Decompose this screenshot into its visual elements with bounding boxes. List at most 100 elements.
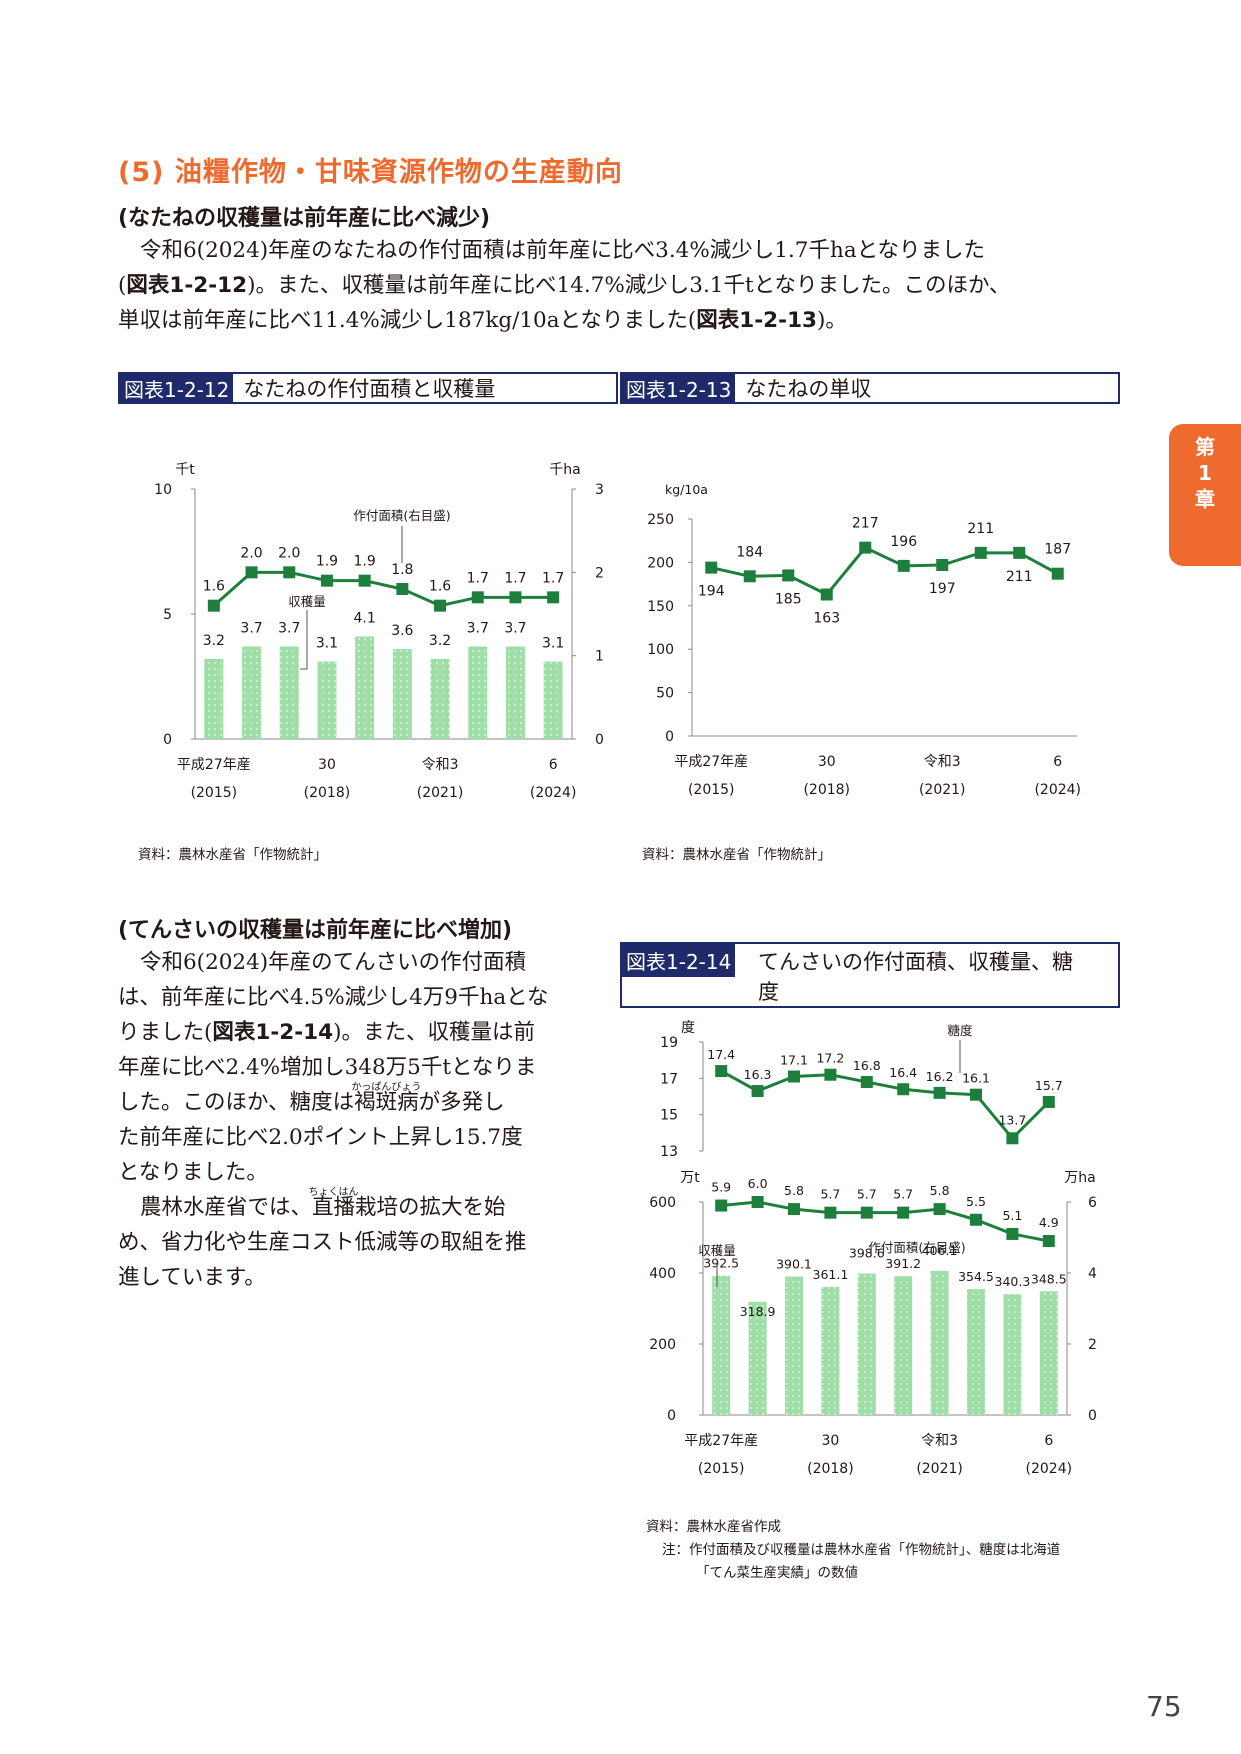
bar <box>967 1289 985 1415</box>
line-value-label: 4.9 <box>1039 1215 1059 1230</box>
x-tick-label: 6 <box>1053 754 1062 770</box>
figure-14-note: 注：作付面積及び収穫量は農林水産省「作物統計」、糖度は北海道 <box>662 1542 1061 1558</box>
series-label: 収穫量 <box>698 1243 736 1258</box>
bar <box>242 646 262 739</box>
figure-14-source: 資料：農林水産省作成 <box>646 1519 781 1535</box>
line-marker <box>434 599 447 612</box>
figure-12-number: 図表1-2-12 <box>120 374 234 402</box>
text-span: 単収は前年産に比べ11.4%減少し187kg/10aとなりました( <box>118 308 697 333</box>
x-tick-label: 令和3 <box>422 757 459 773</box>
ruby-reading: かっぱんびょう <box>351 1082 422 1093</box>
bar <box>468 646 488 739</box>
left-axis-unit: 千t <box>175 462 195 478</box>
line-marker <box>782 569 795 582</box>
line-marker <box>358 574 371 587</box>
line-value-label: 16.3 <box>744 1067 772 1082</box>
figure-ref-link[interactable]: 図表1-2-14 <box>212 1020 334 1045</box>
right-tick-label: 0 <box>1088 1408 1097 1424</box>
line-marker <box>320 574 333 587</box>
line-value-label: 2.0 <box>278 545 300 561</box>
line-value-label: 15.7 <box>1035 1078 1063 1093</box>
x-tick-label: (2018) <box>803 782 850 798</box>
y-tick-label: 200 <box>647 555 674 571</box>
line-value-label: 5.5 <box>966 1194 986 1209</box>
rapeseed-para-line: 単収は前年産に比べ11.4%減少し187kg/10aとなりました(図表1-2-1… <box>118 303 847 338</box>
x-tick-label: 平成27年産 <box>684 1433 758 1449</box>
rapeseed-para-line: (図表1-2-12)。また、収穫量は前年産に比べ14.7%減少し3.1千tとなり… <box>118 268 1011 303</box>
line-value-label: 1.7 <box>542 570 564 586</box>
line-marker <box>751 1196 764 1208</box>
line-value-label: 5.1 <box>1002 1208 1022 1223</box>
line-value-label: 1.7 <box>467 570 489 586</box>
bar <box>1003 1294 1022 1415</box>
data-label: 197 <box>929 581 956 597</box>
y-axis-unit: kg/10a <box>665 482 708 497</box>
bar-value-label: 3.7 <box>278 621 300 637</box>
figure-ref-link[interactable]: 図表1-2-12 <box>126 273 248 298</box>
line-marker <box>933 1086 946 1099</box>
chapter-tab[interactable]: 第 1 章 <box>1169 424 1241 566</box>
figure-12-title-box: 図表1-2-12 なたねの作付面積と収穫量 <box>118 372 618 404</box>
line-marker <box>933 1203 946 1216</box>
right-tick-label: 3 <box>595 482 604 498</box>
bar <box>355 636 375 739</box>
sugarbeet-para-line: は、前年産に比べ4.5%減少し4万9千haとな <box>118 985 549 1010</box>
top-tick-label: 17 <box>660 1071 678 1087</box>
x-tick-label: 令和3 <box>921 1433 958 1449</box>
sugarbeet-para-line: りました(図表1-2-14)。また、収穫量は前 <box>118 1015 535 1050</box>
top-axis-unit: 度 <box>681 1020 695 1036</box>
bar <box>204 659 224 739</box>
x-tick-label: (2021) <box>916 1461 963 1477</box>
line-marker <box>1051 567 1064 580</box>
data-label: 187 <box>1044 542 1071 558</box>
line-marker <box>396 583 409 595</box>
ruby-term: ちょくはん 直播 <box>309 1187 359 1225</box>
bar <box>930 1270 949 1415</box>
figure-ref-link[interactable]: 図表1-2-13 <box>696 308 817 333</box>
line-value-label: 2.0 <box>240 545 262 561</box>
x-tick-label: (2024) <box>530 785 577 801</box>
figure-13-source: 資料：農林水産省「作物統計」 <box>642 847 831 863</box>
bar-value-label: 354.5 <box>958 1269 994 1284</box>
line-marker <box>705 561 718 574</box>
chapter-tab-text: 1 <box>1198 461 1212 485</box>
bar-value-label: 3.7 <box>504 621 526 637</box>
text-span: が多発し <box>418 1090 505 1115</box>
text-span: した。このほか、糖度は <box>118 1090 355 1115</box>
line-value-label: 16.2 <box>926 1069 954 1084</box>
line-value-label: 13.7 <box>998 1112 1026 1127</box>
right-tick-label: 2 <box>1088 1337 1097 1353</box>
line-marker <box>1006 1132 1019 1145</box>
rapeseed-subheading: (なたねの収穫量は前年産に比べ減少) <box>118 206 491 231</box>
text-span: )。また、収穫量は前年産に比べ14.7%減少し3.1千tとなりました。このほか、 <box>247 273 1011 298</box>
data-label: 163 <box>813 611 840 627</box>
line-series <box>721 1200 1050 1243</box>
line-marker <box>245 566 258 579</box>
data-label: 211 <box>967 521 994 537</box>
right-tick-label: 2 <box>595 565 604 581</box>
series-label: 収穫量 <box>288 594 326 609</box>
line-marker <box>974 546 987 559</box>
top-tick-label: 19 <box>660 1035 678 1051</box>
data-label: 184 <box>736 544 763 560</box>
line-marker <box>743 570 756 583</box>
figure-14-chart: 度 13 15 17 19 17.4 16.3 17.1 17.2 16.8 16.4 16.2 16.… <box>649 1020 1097 1477</box>
line-value-label: 1.7 <box>504 570 526 586</box>
bar-value-label: 361.1 <box>813 1267 849 1282</box>
bar <box>894 1276 913 1415</box>
figure-14-note: 「てん菜生産実績」の数値 <box>696 1565 858 1581</box>
line-value-label: 5.9 <box>711 1180 731 1195</box>
line-marker <box>788 1203 800 1216</box>
left-tick-label: 5 <box>163 607 172 623</box>
line-value-label: 16.8 <box>853 1058 881 1073</box>
bar-value-label: 4.1 <box>354 611 376 627</box>
line-marker <box>970 1088 982 1101</box>
line-value-label: 6.0 <box>748 1176 768 1191</box>
series-label: 作付面積(右目盛) <box>353 508 450 523</box>
text-span: ( <box>118 273 127 298</box>
right-axis-unit: 万ha <box>1064 1170 1095 1186</box>
bar-value-label: 406.1 <box>922 1243 958 1258</box>
sugarbeet-para-line: め、省力化や生産コスト低減等の取組を推 <box>118 1230 527 1255</box>
figure-12-source: 資料：農林水産省「作物統計」 <box>138 847 327 863</box>
ruby-base: 褐斑病 <box>354 1090 419 1115</box>
